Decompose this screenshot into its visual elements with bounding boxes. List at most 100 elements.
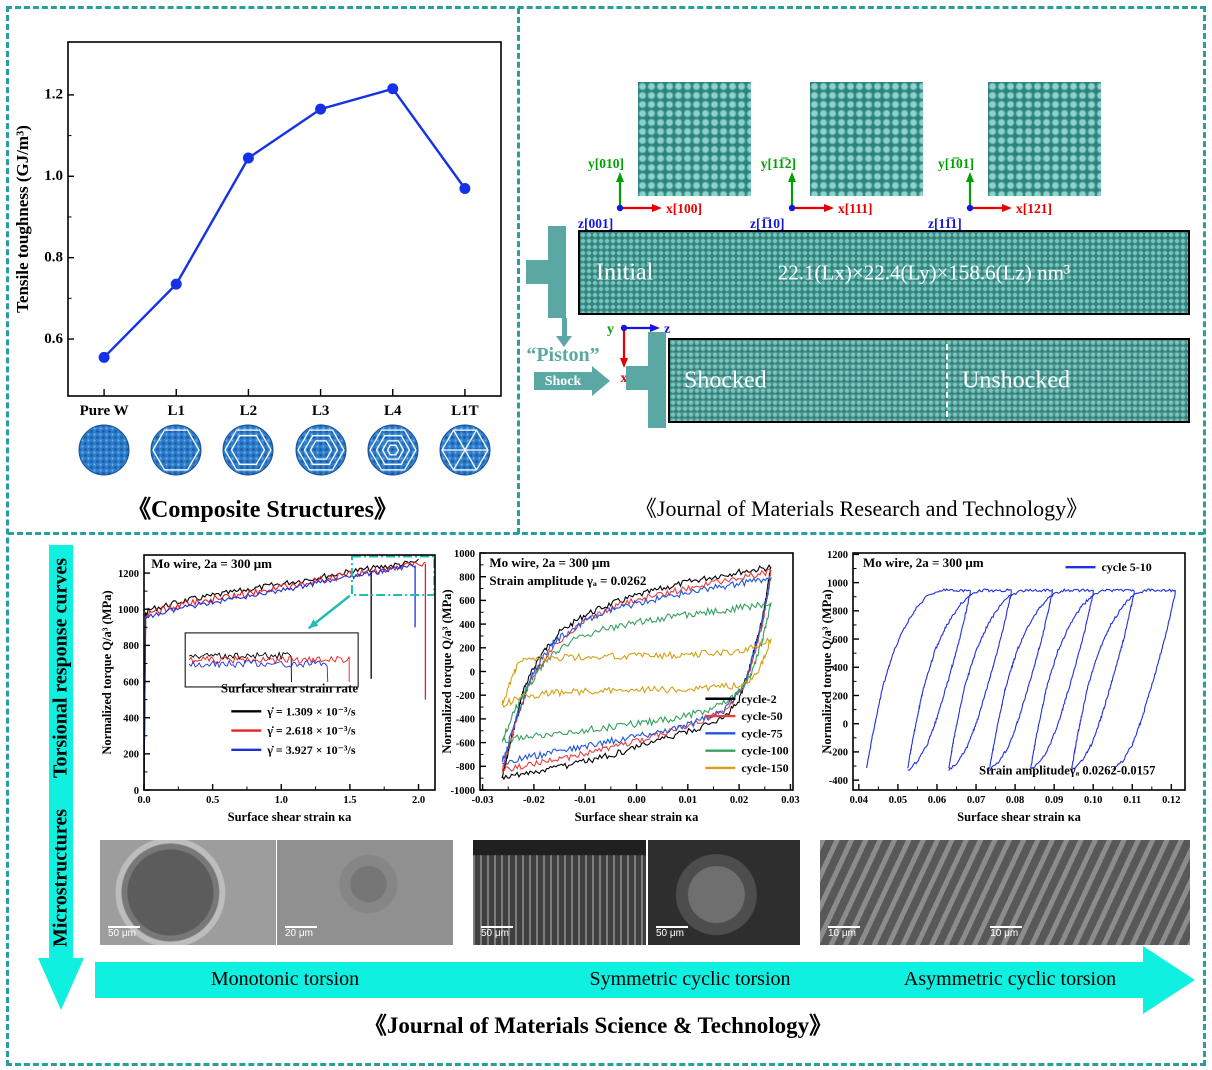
legend-label: cycle-150: [741, 761, 788, 775]
x-tick-label: 0.06: [928, 795, 946, 806]
specimen-icon: [439, 424, 491, 476]
x-tick-label: 0.05: [889, 795, 907, 806]
scale-bar-line: [285, 926, 317, 928]
x-axis-arrowhead: [620, 358, 628, 368]
legend-label: γ̇ = 2.618 × 10⁻³/s: [266, 724, 356, 738]
data-point: [170, 278, 182, 290]
y-tick-label: 0.6: [44, 331, 63, 347]
side-label-torsional-response: Torsional response curves: [49, 557, 72, 779]
curve: [501, 637, 772, 708]
y-axis-label: Tensile toughness (GJ/m³): [13, 125, 32, 313]
shock-arrow-shaft: [534, 372, 592, 390]
y-direction-label: y[010]: [588, 156, 624, 171]
shocked-label: Shocked: [684, 367, 767, 393]
sem-image-surface-pattern: 20 μm: [277, 840, 453, 945]
curve: [501, 568, 772, 773]
data-line: [103, 87, 466, 359]
y-tick-label: 1000: [118, 605, 139, 616]
bottom-arrow-head: [1143, 946, 1195, 1014]
legend-label: γ̇ = 3.927 × 10⁻³/s: [266, 743, 356, 757]
y-direction-label: y[1̅01]: [938, 156, 974, 171]
piston-shape-initial: [548, 226, 566, 318]
caption-jmrt: 《Journal of Materials Research and Techn…: [634, 496, 1089, 521]
series-group: [98, 83, 471, 363]
label-monotonic-torsion: Monotonic torsion: [210, 968, 360, 990]
plot-frame: [852, 552, 1186, 791]
axis-ticks: [853, 553, 1173, 790]
cyclic-loops: [866, 588, 1176, 772]
hexagon-ring: [369, 429, 417, 471]
inset-curve: [188, 655, 350, 682]
series-group: [501, 564, 772, 781]
hexagon-spoke: [464, 429, 478, 451]
hexagon-ring: [152, 429, 200, 471]
y-axis-label: Normalized torque Q/a³ (MPa): [100, 590, 114, 754]
y-tick-label: 0.8: [44, 249, 63, 265]
x-arrow-head: [1002, 204, 1012, 212]
tensile-toughness-chart: 0.6 0.8 1.0 1.2 Pure W L1 L2 L3 L4 L1T Tensile tou…: [10, 34, 515, 426]
plot-title: Mo wire, 2a = 300 μm: [489, 555, 610, 570]
chart-svg-tensile: 0.6 0.8 1.0 1.2 Pure W L1 L2 L3 L4 L1T Tensile tou…: [13, 41, 502, 419]
specimen-icon: [367, 424, 419, 476]
lattice-image-2: [810, 82, 923, 196]
inset-box: [184, 632, 359, 688]
crystal-triad-1: y[010] x[100] z[001]: [560, 156, 702, 240]
plot-annotation: Strain amplitudeγₐ 0.0262-0.0157: [979, 764, 1155, 778]
specimen-icon: [295, 424, 347, 476]
crystal-triad-svg: y[010] x[100] z[001]: [578, 156, 702, 231]
specimen-l3: [295, 424, 347, 476]
y-tick-label: -1000: [451, 786, 476, 797]
curve: [501, 564, 772, 781]
piston-shape-shocked-stub: [626, 366, 648, 390]
curve: [501, 601, 772, 744]
category-label: L1: [167, 403, 185, 419]
zoom-arrow-head: [308, 619, 319, 629]
crystal-triad-3: y[1̅01] x[121] z[11̅1]: [910, 156, 1052, 240]
y-tick-label: 1.2: [44, 87, 63, 103]
label-symmetric-cyclic-torsion: Symmetric cyclic torsion: [589, 968, 791, 990]
x-tick-label: 0.02: [730, 795, 748, 806]
lattice-image-1: [638, 82, 751, 196]
y-tick-label: 0: [470, 667, 475, 678]
x-direction-label: x[111]: [838, 201, 873, 216]
category-label: L3: [312, 403, 330, 419]
shocked-sample-bar: Shocked Unshocked: [668, 338, 1190, 423]
y-tick-label: -400: [456, 715, 475, 726]
x-tick-label: 2.0: [412, 795, 425, 806]
scale-bar-line: [656, 926, 688, 928]
x-tick-label: 1.0: [275, 795, 288, 806]
y-tick-label: 0: [134, 786, 139, 797]
legend-label: cycle 5-10: [1101, 560, 1151, 574]
x-tick-label: -0.01: [574, 795, 596, 806]
z-axis-arrowhead: [650, 324, 660, 332]
legend-label: γ̇ = 1.309 × 10⁻³/s: [266, 704, 356, 718]
legend-label: cycle-75: [741, 726, 782, 740]
scale-bar: 10 μm: [828, 926, 860, 939]
y-axis-label: Normalized torque Q/a³ (MPa): [440, 589, 454, 753]
hexagon-ring: [230, 435, 266, 465]
x-tick-label: 0.09: [1045, 795, 1063, 806]
y-direction-label: y[11̅2]: [761, 156, 796, 171]
specimen-l1t: [439, 424, 491, 476]
chart-svg-symmetric: -1000 -800 -600 -400 -200 0 200 400 600 800 1000 -0…: [440, 549, 800, 824]
plot-title: Mo wire, 2a = 300 μm: [863, 555, 984, 570]
shock-front-divider: [946, 344, 948, 417]
initial-dimensions: 22.1(Lx)×22.4(Ly)×158.6(Lz) nm³: [777, 260, 1071, 284]
origin-dot: [616, 204, 624, 212]
symmetric-cyclic-torsion-plot: -1000 -800 -600 -400 -200 0 200 400 600 800 1000 -0…: [440, 545, 800, 825]
legend-title: Surface shear strain rate: [221, 680, 359, 695]
category-label: L1T: [451, 403, 479, 419]
x-tick-label: -0.02: [523, 795, 545, 806]
label-asymmetric-cyclic-torsion: Asymmetric cyclic torsion: [903, 968, 1117, 990]
scale-bar: 50 μm: [656, 926, 688, 939]
chart-svg-asymmetric: -400 -200 0 200 400 600 800 1000 1200 0.04 0.05 0.0…: [820, 550, 1186, 824]
hexagon-spoke: [464, 449, 478, 471]
sem-image-fracture-surface-wide: 10 μm 10 μm: [820, 840, 1190, 945]
hexagon-spoke: [452, 429, 466, 451]
specimen-icon: [150, 424, 202, 476]
y-tick-label: -200: [456, 691, 475, 702]
legend-label: cycle-100: [741, 744, 788, 758]
category-label: L2: [240, 403, 258, 419]
series-group: [866, 588, 1176, 772]
shock-word: Shock: [544, 374, 582, 389]
